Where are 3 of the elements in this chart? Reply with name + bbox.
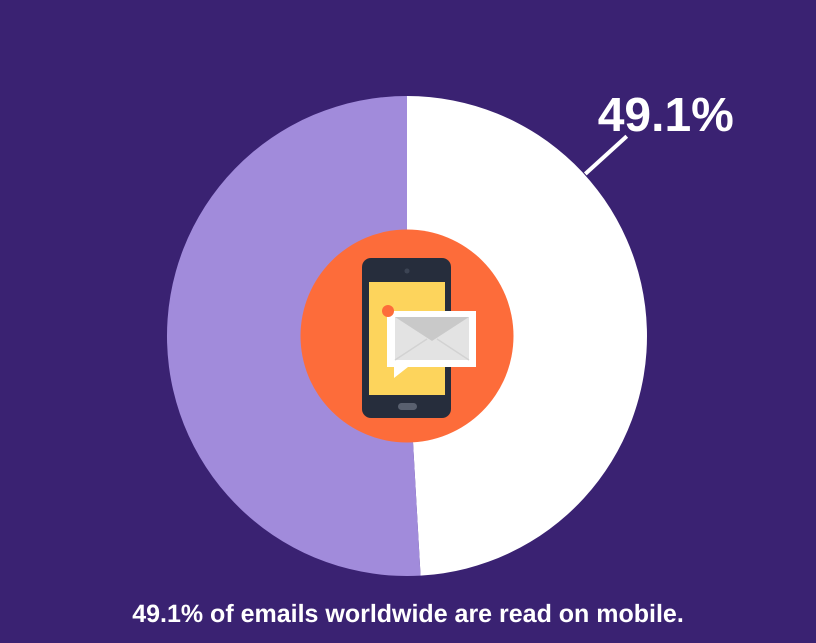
text: 49.1% of emails worldwide are read on mobile.: [132, 600, 684, 628]
data-label: 49.1%: [598, 89, 734, 142]
donut-slice: [167, 96, 421, 576]
